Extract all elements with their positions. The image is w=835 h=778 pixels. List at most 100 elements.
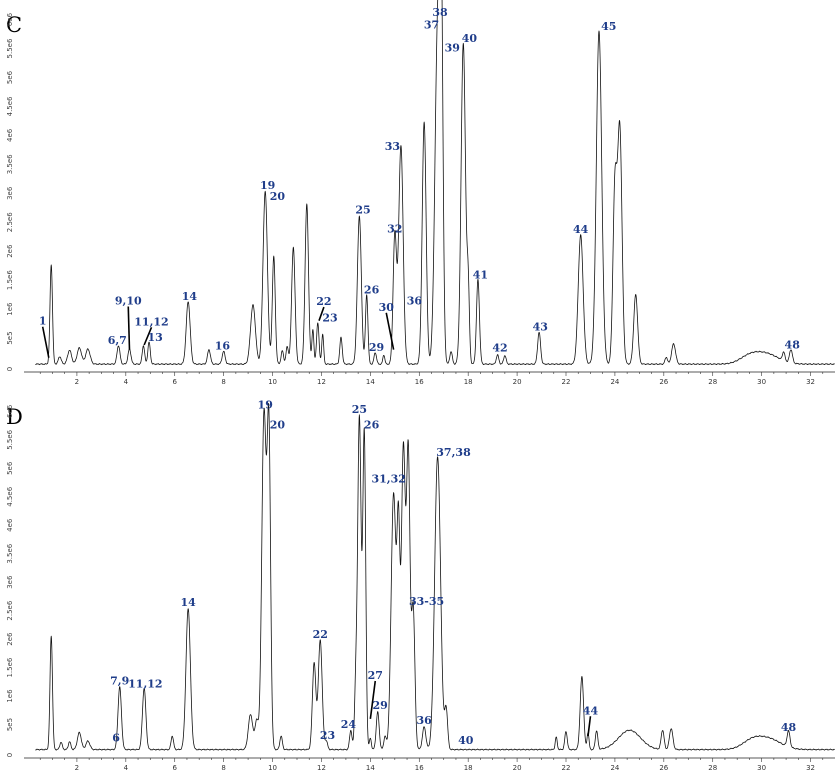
peak-label: 25 — [355, 204, 370, 217]
peak-label: 11,12 — [134, 315, 168, 328]
peak-label: 42 — [492, 341, 507, 354]
x-tick-label: 10 — [268, 378, 277, 386]
x-tick-label: 16 — [415, 764, 424, 772]
peak-label: 11,12 — [128, 678, 162, 691]
peak-label: 6 — [112, 732, 120, 745]
peak-label: 36 — [417, 714, 433, 727]
y-tick-label: 2e6 — [6, 244, 14, 258]
peak-label: 27 — [368, 669, 383, 682]
peak-leader-line — [587, 716, 592, 737]
peak-label: 19 — [260, 179, 275, 192]
y-tick-label: 1e6 — [6, 302, 14, 316]
y-tick-label: 1e6 — [6, 689, 14, 703]
y-tick-label: 5.5e6 — [6, 38, 14, 58]
y-tick-label: 4e6 — [6, 518, 14, 532]
peak-label: 48 — [781, 721, 797, 734]
peak-label: 37 — [424, 18, 439, 31]
x-tick-label: 12 — [317, 378, 326, 386]
peak-label: 25 — [352, 403, 367, 416]
y-tick-label: 4.5e6 — [6, 96, 14, 116]
y-tick-label: 2.5e6 — [6, 600, 14, 620]
y-tick-label: 1.5e6 — [6, 270, 14, 290]
peak-label: 32 — [387, 223, 402, 236]
x-tick-label: 12 — [317, 764, 326, 772]
panel-label: D — [6, 405, 23, 429]
peak-label: 22 — [313, 628, 328, 641]
peak-label: 1 — [39, 315, 47, 328]
y-tick-label: 5e5 — [6, 331, 14, 344]
y-tick-label: 4e6 — [6, 128, 14, 142]
x-tick-label: 6 — [172, 764, 177, 772]
peak-label: 39 — [445, 41, 460, 54]
chromatogram-panel-d: D 5e5 1e6 1.5e6 2e6 2.5e6 3e6 3.5e6 4e6 4.5e6 5e6 5… — [6, 399, 835, 772]
peak-label: 24 — [341, 718, 357, 731]
x-tick-label: 2 — [75, 764, 79, 772]
peak-label: 13 — [148, 331, 163, 344]
y-tick-label: 6e6 — [6, 12, 14, 26]
x-tick-label: 32 — [806, 378, 815, 386]
peak-label: 22 — [316, 295, 331, 308]
peak-label: 44 — [573, 223, 589, 236]
peak-leader-line — [143, 327, 153, 346]
peak-label: 40 — [462, 32, 478, 45]
peak-leader-line — [385, 312, 395, 350]
x-tick-label: 32 — [806, 764, 815, 772]
y-tick-label-zero: 0 — [6, 753, 14, 757]
y-tick-label: 1.5e6 — [6, 657, 14, 677]
y-tick-label: 5e6 — [6, 461, 14, 475]
peak-label: 29 — [372, 699, 387, 712]
peak-label: 31,32 — [371, 473, 405, 486]
peak-leader-line — [369, 680, 377, 719]
peak-label: 20 — [270, 418, 286, 431]
x-tick-label: 28 — [708, 378, 717, 386]
chromatogram-panel-c: C 5e5 1e6 1.5e6 2e6 2.5e6 3e6 3.5e6 4e6 4.5e6 5e6 5… — [6, 0, 835, 386]
x-tick-label: 16 — [415, 378, 424, 386]
y-tick-label-zero: 0 — [6, 367, 14, 371]
chromatogram-trace — [35, 403, 835, 751]
x-tick-label: 26 — [659, 378, 668, 386]
x-tick-label: 8 — [221, 764, 225, 772]
x-tick-label: 20 — [513, 378, 522, 386]
peak-label: 14 — [181, 596, 197, 609]
peak-label: 33-35 — [409, 595, 444, 608]
y-tick-label: 6e6 — [6, 404, 14, 418]
peak-label: 30 — [379, 301, 395, 314]
peak-label: 38 — [432, 6, 448, 19]
x-tick-label: 18 — [464, 764, 473, 772]
peak-label: 20 — [270, 190, 286, 203]
y-tick-label: 2.5e6 — [6, 212, 14, 232]
peak-label: 23 — [322, 311, 337, 324]
x-tick-label: 2 — [75, 378, 79, 386]
y-tick-label: 5e5 — [6, 718, 14, 731]
y-tick-label: 3e6 — [6, 186, 14, 200]
peak-label: 36 — [407, 294, 423, 307]
x-tick-label: 24 — [610, 378, 619, 386]
x-tick-label: 26 — [659, 764, 668, 772]
x-tick-label: 24 — [610, 764, 619, 772]
chromatogram-trace — [35, 0, 835, 366]
peak-label: 7,9 — [110, 675, 129, 688]
peak-label: 26 — [364, 283, 380, 296]
x-tick-label: 28 — [708, 764, 717, 772]
y-tick-label: 3e6 — [6, 575, 14, 589]
peak-label: 14 — [182, 290, 198, 303]
x-tick-label: 10 — [268, 764, 277, 772]
peak-label: 48 — [785, 338, 801, 351]
x-tick-label: 30 — [757, 378, 766, 386]
y-tick-label: 5.5e6 — [6, 429, 14, 449]
peak-label: 16 — [215, 340, 231, 353]
x-tick-label: 18 — [464, 378, 473, 386]
y-tick-label: 3.5e6 — [6, 154, 14, 174]
x-tick-label: 22 — [562, 764, 571, 772]
y-tick-label: 4.5e6 — [6, 486, 14, 506]
peak-label: 45 — [601, 20, 616, 33]
peak-label: 40 — [458, 734, 474, 747]
peak-label: 23 — [320, 729, 335, 742]
x-tick-label: 6 — [172, 378, 177, 386]
x-tick-label: 30 — [757, 764, 766, 772]
peak-label: 43 — [533, 321, 548, 334]
peak-label: 26 — [364, 418, 380, 431]
peak-label: 44 — [583, 704, 599, 717]
peak-leader-line — [318, 306, 325, 321]
